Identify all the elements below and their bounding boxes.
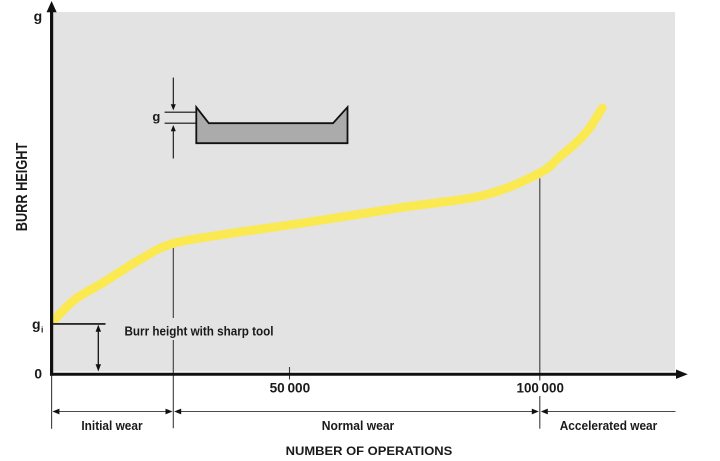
svg-text:Initial wear: Initial wear: [81, 418, 142, 433]
svg-text:Burr height with sharp tool: Burr height with sharp tool: [125, 323, 274, 338]
svg-text:g: g: [32, 316, 41, 332]
svg-text:i: i: [41, 325, 43, 335]
svg-text:g: g: [34, 8, 43, 24]
svg-text:0: 0: [34, 367, 42, 382]
svg-text:100 000: 100 000: [517, 381, 564, 396]
svg-text:BURR HEIGHT: BURR HEIGHT: [14, 143, 31, 232]
svg-text:g: g: [152, 109, 160, 124]
svg-text:Normal wear: Normal wear: [322, 418, 395, 433]
svg-text:Accelerated wear: Accelerated wear: [560, 418, 658, 433]
svg-text:NUMBER OF OPERATIONS: NUMBER OF OPERATIONS: [286, 444, 453, 458]
svg-text:50 000: 50 000: [270, 381, 311, 396]
